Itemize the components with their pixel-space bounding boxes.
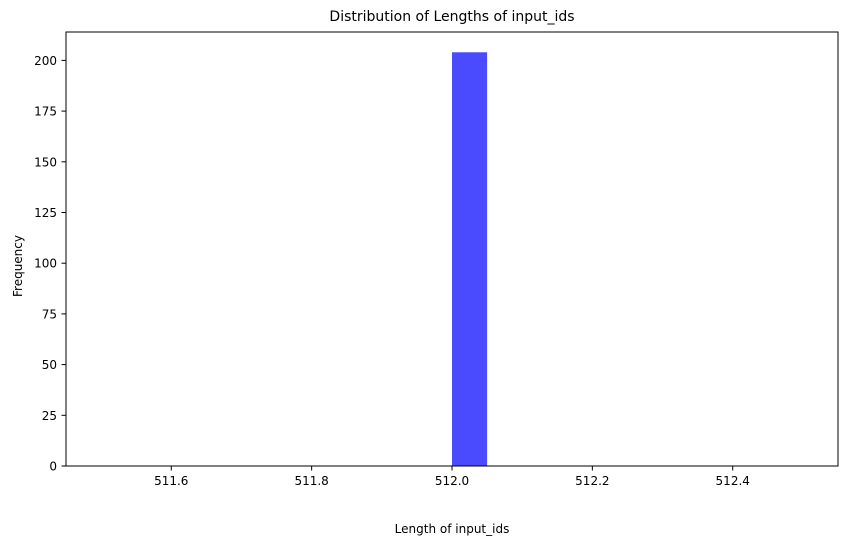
chart-title: Distribution of Lengths of input_ids <box>329 9 574 25</box>
x-axis-title: Length of input_ids <box>395 522 510 536</box>
y-tick-label: 50 <box>42 358 57 372</box>
x-tick-label: 511.8 <box>294 474 328 488</box>
ticks-layer: 511.6 511.8 512.0 512.2 512.4 0 25 50 75 100 125 15… <box>34 54 750 488</box>
y-axis-title: Frequency <box>11 235 25 297</box>
x-tick-label: 511.6 <box>154 474 188 488</box>
y-tick-label: 175 <box>34 105 57 119</box>
x-tick-label: 512.2 <box>575 474 609 488</box>
y-tick-label: 75 <box>42 307 57 321</box>
histogram-bar-0 <box>452 52 488 467</box>
x-tick-label: 512.4 <box>716 474 750 488</box>
x-tick-label: 512.0 <box>435 474 469 488</box>
y-tick-label: 25 <box>42 409 57 423</box>
y-tick-label: 150 <box>34 155 57 169</box>
y-tick-label: 125 <box>34 206 57 220</box>
y-tick-label: 200 <box>34 54 57 68</box>
y-tick-label: 100 <box>34 257 57 271</box>
y-tick-label: 0 <box>49 460 57 474</box>
bars-layer <box>452 52 488 467</box>
